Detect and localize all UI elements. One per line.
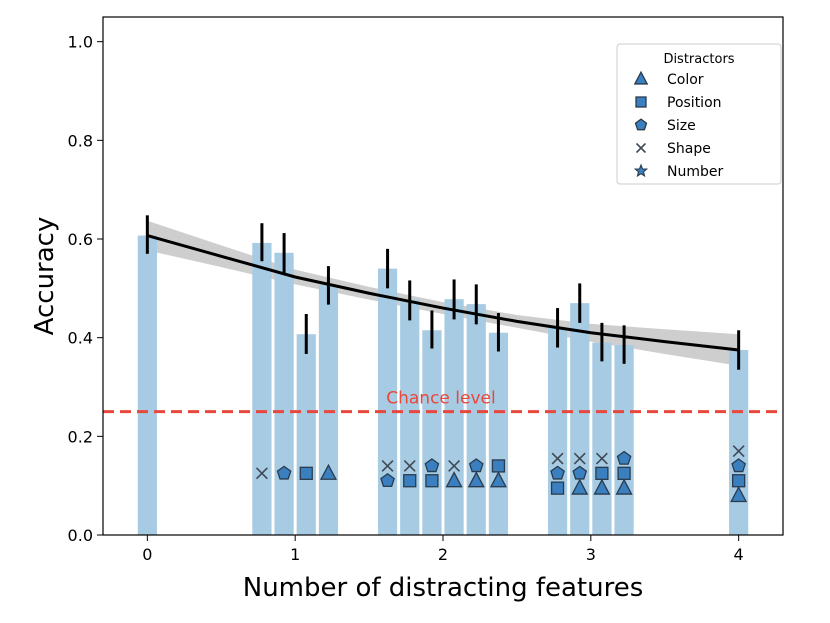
legend: Distractors Color Position Size Shape Number	[616, 43, 782, 185]
distractor-marker-position-13-1	[595, 466, 609, 480]
error-bars-layer	[145, 215, 741, 370]
bar-10	[488, 332, 509, 535]
bar-7	[422, 330, 442, 535]
bar-4	[318, 284, 339, 535]
legend-box	[616, 43, 782, 185]
bar-15	[729, 350, 749, 535]
distractor-marker-shape-6-0-stroke-b	[403, 459, 416, 472]
distractor-marker-color-4-0	[319, 463, 337, 480]
x-axis-label: Number of distracting features	[243, 573, 644, 603]
x-tick-label-0: 0	[142, 545, 152, 564]
distractor-marker-position-14-1	[617, 466, 631, 480]
distractor-marker-shape-8-0	[448, 459, 461, 472]
bar-2	[274, 252, 294, 535]
distractor-marker-size-14-0	[616, 450, 632, 465]
bar-3	[296, 334, 316, 535]
legend-label-number: Number	[667, 164, 723, 180]
legend-label-color: Color	[667, 72, 704, 88]
distractor-marker-shape-5-0-stroke-b	[381, 459, 394, 472]
bar-12	[570, 303, 590, 535]
x-tick-label-1: 1	[290, 545, 300, 564]
legend-marker-position	[635, 96, 647, 108]
distractor-marker-position-7-1	[425, 474, 439, 488]
bar-8	[444, 299, 464, 535]
ticks-layer: 0 1 2 3 4 0.0 0.2 0.4 0.6 0.8 1.0	[68, 33, 744, 564]
y-tick-label-0.0: 0.0	[68, 526, 93, 545]
confidence-band	[147, 220, 739, 366]
distractor-marker-size-15-1	[731, 458, 747, 473]
distractor-marker-shape-15-0-stroke-b	[732, 445, 745, 458]
distractor-marker-position-11-2	[550, 481, 565, 495]
fit-line	[146, 234, 739, 352]
confidence-band-layer	[147, 220, 739, 366]
distractor-marker-color-13-2	[593, 478, 611, 495]
distractor-marker-shape-13-0	[595, 452, 608, 465]
y-tick-label-0.6: 0.6	[68, 230, 93, 249]
distractor-markers-layer	[255, 445, 748, 503]
y-tick-label-0.8: 0.8	[68, 131, 93, 150]
distractor-marker-size-2-0	[276, 465, 292, 480]
legend-title: Distractors	[663, 52, 734, 67]
distractor-marker-position-3-0	[299, 466, 313, 480]
x-tick-label-3: 3	[586, 545, 596, 564]
distractor-marker-color-9-1	[467, 471, 485, 488]
legend-label-position: Position	[667, 95, 722, 111]
distractor-marker-position-6-1	[403, 474, 417, 488]
bar-14	[614, 345, 634, 535]
distractor-marker-position-15-2	[732, 474, 746, 488]
distractor-marker-shape-8-0-stroke-b	[448, 459, 461, 472]
distractor-marker-shape-6-0	[403, 459, 416, 472]
distractor-marker-color-14-2	[615, 478, 633, 495]
distractor-marker-shape-1-0-stroke-b	[255, 467, 268, 480]
distractor-marker-color-10-1	[489, 471, 507, 488]
legend-marker-color	[633, 70, 649, 85]
y-tick-label-0.2: 0.2	[68, 427, 93, 446]
distractor-marker-shape-12-0-stroke-b	[573, 452, 586, 465]
y-tick-label-0.4: 0.4	[68, 329, 93, 348]
y-tick-label-1.0: 1.0	[68, 33, 93, 52]
distractor-marker-size-5-1	[380, 472, 395, 488]
distractor-marker-size-7-0	[424, 458, 440, 473]
chance-label: Chance level	[386, 389, 495, 409]
x-tick-label-4: 4	[734, 545, 744, 564]
x-tick-label-2: 2	[438, 545, 448, 564]
distractor-marker-position-10-0	[491, 459, 506, 473]
distractor-marker-shape-5-0	[381, 459, 394, 472]
bar-0	[137, 235, 157, 535]
legend-label-size: Size	[667, 118, 696, 134]
bar-9	[466, 304, 486, 535]
bar-5	[377, 268, 398, 535]
distractor-marker-color-12-2	[571, 478, 589, 495]
bar-1	[252, 242, 272, 536]
bar-6	[400, 299, 420, 535]
distractor-marker-shape-13-0-stroke-b	[595, 452, 608, 465]
legend-marker-number	[633, 163, 649, 178]
distractor-marker-color-15-3	[730, 485, 748, 503]
legend-marker-shape	[635, 142, 647, 154]
bar-13	[592, 342, 612, 535]
distractor-marker-size-11-1	[550, 465, 565, 480]
distractor-marker-color-8-1	[445, 471, 463, 488]
distractor-marker-shape-11-0	[551, 452, 564, 465]
legend-marker-size	[634, 118, 648, 131]
legend-label-shape: Shape	[667, 141, 711, 157]
legend-marker-shape-stroke-b	[635, 142, 647, 154]
legend-entries: Color Position Size Shape Number	[633, 70, 723, 180]
distractor-marker-shape-15-0	[732, 445, 745, 458]
distractor-marker-shape-11-0-stroke-b	[551, 452, 564, 465]
distractor-marker-shape-1-0	[255, 467, 268, 480]
chance-layer: Chance level	[103, 389, 783, 414]
y-axis-label: Accuracy	[30, 217, 60, 336]
fit-line-layer	[146, 234, 739, 352]
distractor-marker-shape-12-0	[573, 452, 586, 465]
bar-11	[547, 327, 568, 535]
